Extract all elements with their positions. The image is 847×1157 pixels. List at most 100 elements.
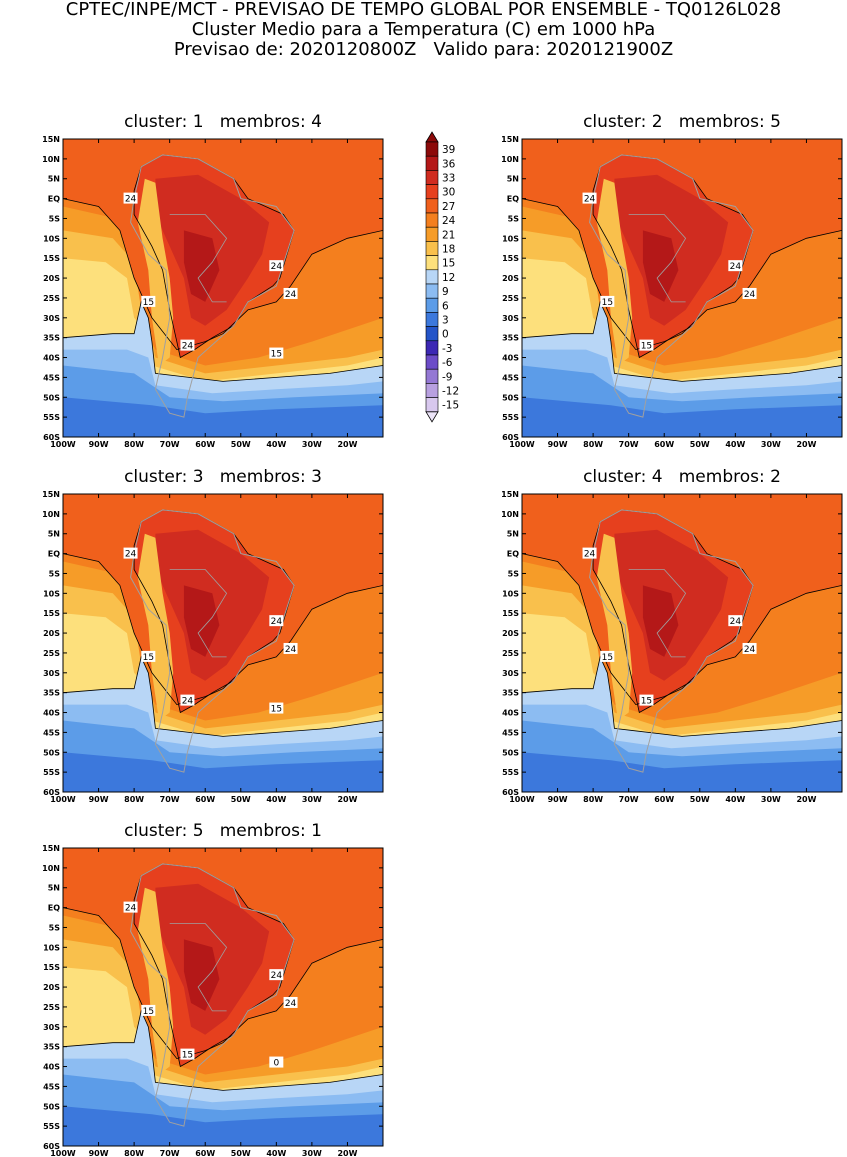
- contour-label-text: 15: [143, 1007, 154, 1017]
- contour-label-text: 15: [143, 653, 154, 663]
- contour-label-bg: [141, 1004, 156, 1016]
- continent-36-band: [183, 230, 220, 302]
- lon-label: 40W: [266, 795, 286, 804]
- lon-label: 100W: [509, 795, 535, 804]
- lat-label: 55S: [43, 413, 60, 422]
- lat-label: 55S: [43, 1122, 60, 1131]
- contour-label: 24: [742, 642, 757, 655]
- contour-label-text: 15: [641, 697, 652, 707]
- panel-2-title: cluster: 2 membros: 5: [583, 112, 781, 132]
- contour-15: [62, 655, 384, 737]
- lat-label: 55S: [502, 413, 519, 422]
- andes-18-band: [137, 887, 174, 1075]
- panel-5-title: cluster: 5 membros: 1: [124, 821, 322, 841]
- contour-label-text: 0: [273, 1059, 279, 1069]
- contour-15: [62, 1009, 384, 1091]
- lat-label: EQ: [507, 195, 519, 204]
- contour-label: 24: [742, 287, 757, 300]
- band-3: [63, 752, 383, 792]
- colorbar-label: 30: [442, 187, 455, 199]
- lon-label: 20W: [337, 1149, 357, 1157]
- lat-label: 5N: [507, 530, 519, 539]
- lon-label: 100W: [50, 1149, 76, 1157]
- lon-label: 50W: [231, 795, 251, 804]
- country-borders: [169, 923, 228, 1012]
- contour-label: 24: [269, 615, 284, 627]
- lon-label: 70W: [619, 795, 639, 804]
- contour-label-text: 15: [182, 1051, 193, 1061]
- lat-label: 5N: [48, 884, 60, 893]
- colorbar-box: [425, 170, 439, 185]
- contour-label: 15: [600, 650, 615, 663]
- contour-label-text: 24: [744, 645, 756, 655]
- panel-4-title: cluster: 4 membros: 2: [583, 467, 781, 487]
- lat-label: 45S: [43, 728, 60, 737]
- lon-label: 100W: [509, 440, 535, 449]
- colorbar-label: -9: [442, 371, 452, 383]
- contour-label-bg: [283, 287, 298, 299]
- lat-label: EQ: [48, 904, 60, 913]
- contour-label-text: 24: [730, 262, 742, 272]
- lon-label: 60W: [654, 440, 674, 449]
- temperature-map-cluster-3: 24 24 24 24 15 15 15N 10N 5N EQ 5S 10S 15S 20S 25S 30S 3…: [42, 490, 384, 804]
- andes-18-band: [596, 533, 633, 721]
- colorbar-label: 9: [442, 286, 449, 298]
- lat-label: 35S: [43, 1043, 60, 1052]
- lat-label: 15N: [42, 135, 60, 144]
- lat-label: 60S: [43, 433, 60, 442]
- lat-label: 60S: [43, 1142, 60, 1151]
- lat-label: 5N: [48, 175, 60, 184]
- lat-label: 45S: [502, 728, 519, 737]
- lon-label: 30W: [302, 440, 322, 449]
- contour-label: 24: [180, 694, 195, 707]
- lat-label: 15S: [502, 609, 519, 618]
- lat-label: 20S: [43, 274, 60, 283]
- lat-label: 20S: [43, 629, 60, 638]
- lat-label: 55S: [43, 768, 60, 777]
- band-3: [522, 752, 842, 792]
- lat-label: 25S: [43, 1003, 60, 1012]
- lat-label: 5S: [49, 214, 61, 223]
- lat-label: 15N: [42, 490, 60, 499]
- contour-label: 24: [582, 547, 597, 560]
- lon-label: 40W: [266, 440, 286, 449]
- band-3: [522, 397, 842, 437]
- colorbar-box: [425, 312, 439, 327]
- contour-label: 15: [600, 295, 615, 308]
- colorbar-label: -12: [442, 386, 459, 398]
- colorbar-label: 27: [442, 201, 455, 213]
- contour-label-bg: [269, 702, 284, 714]
- lon-label: 100W: [50, 795, 76, 804]
- contour-label: 24: [123, 901, 138, 914]
- contour-label: 24: [283, 996, 298, 1009]
- lon-label: 80W: [583, 795, 603, 804]
- contour-label: 15: [269, 347, 284, 360]
- contour-label-bg: [742, 287, 757, 299]
- contour-label-text: 24: [730, 617, 742, 627]
- contour-label-bg: [728, 260, 743, 272]
- lat-label: 10S: [43, 234, 60, 243]
- lat-label: 10S: [502, 589, 519, 598]
- colorbar-label: 18: [442, 244, 455, 256]
- contour-label-text: 24: [285, 290, 297, 300]
- lat-label: 45S: [502, 373, 519, 382]
- contour-24-ocean: [521, 198, 843, 351]
- temperature-map-cluster-2: 24 24 24 15 15 15N 10N 5N EQ 5S 10S 15S 20S 25S 30S 35S…: [501, 135, 843, 449]
- colorbar-box: [425, 368, 439, 384]
- contour-label-bg: [639, 694, 654, 706]
- lat-label: 30S: [43, 1023, 60, 1032]
- colorbar-label: 3: [442, 315, 449, 327]
- colorbar-box: [425, 212, 439, 228]
- contour-label-text: 15: [271, 705, 282, 715]
- contour-label: 24: [728, 615, 743, 627]
- panel-3-title: cluster: 3 membros: 3: [124, 467, 322, 487]
- band-3: [63, 397, 383, 437]
- contour-label-text: 24: [125, 195, 137, 205]
- contour-label-bg: [141, 650, 156, 662]
- contour-label: 24: [123, 192, 138, 205]
- lat-label: 15S: [502, 254, 519, 263]
- lat-label: 10N: [42, 510, 60, 519]
- contour-label-bg: [283, 642, 298, 654]
- colorbar-box: [425, 397, 439, 413]
